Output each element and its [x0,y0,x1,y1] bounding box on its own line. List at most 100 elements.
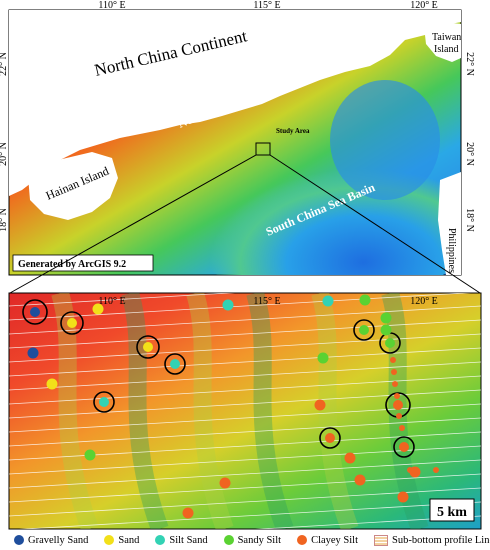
legend-item-gravelly-sand: Gravelly Sand [14,535,88,546]
sample-dot [170,359,180,369]
taiwan-label-2: Island [434,44,458,55]
seabed-ridge [311,293,359,529]
sample-dot-clayey-silt-trail [391,369,397,375]
sample-point-clayey-silt [397,491,409,503]
sample-highlight-ring [353,319,375,341]
sample-point-sandy-silt [380,324,392,336]
profile-line [9,473,481,503]
legend-swatch [374,534,389,546]
sample-dot [99,397,109,407]
sample-dot [143,342,153,352]
study-area-label: Study Area [276,127,310,135]
tick-110e: 110° E [98,0,125,11]
legend-swatch [223,535,234,545]
profile-line [9,319,481,349]
sample-point-silt-sand [222,299,234,311]
sample-dot [380,324,392,336]
credit-label: Generated by ArcGIS 9.2 [18,259,126,270]
legend-label: Clayey Silt [311,534,359,546]
sample-point-silt-sand [322,295,334,307]
overview-ticks: 110° E 115° E 120° E 22° N 20° N 18° N 2… [0,0,475,232]
legend-swatch [14,535,24,545]
detail-tick-115e: 115° E [253,296,280,307]
sample-highlight-ring [60,311,84,335]
sample-point-silt-sand [93,391,115,413]
sample-point-sandy-silt [317,352,329,364]
sample-dot-clayey-silt-trail [433,467,439,473]
overview-map: 110° E 115° E 120° E 22° N 20° N 18° N 2… [0,0,475,276]
sample-dot [359,325,369,335]
sub-bottom-profile-lines [9,293,481,529]
sample-dot [222,299,234,311]
sample-highlight-ring [22,299,48,325]
study-area-box [255,142,271,156]
sample-dot-clayey-silt-trail [392,381,398,387]
sample-dot [397,491,409,503]
sample-dot-clayey-silt-trail [396,413,402,419]
sample-point-silt-sand [164,353,186,375]
seabed-ridge [186,293,234,529]
sample-dot [219,477,231,489]
sample-point-clayey-silt [319,427,341,449]
sample-point-clayey-silt [219,477,231,489]
sample-point-clayey-silt [314,399,326,411]
legend-item-profile-lines: Sub-bottom profile Lines [374,534,490,546]
detail-tick-110e: 110° E [98,296,125,307]
sample-dot [325,433,335,443]
legend-label: Sand [118,534,140,546]
tick-120e: 120° E [410,0,438,11]
legend-label: Gravelly Sand [28,534,89,546]
sample-dot-clayey-silt-trail [399,425,405,431]
legend-swatch [155,535,166,545]
detail-tick-120e: 120° E [410,296,438,307]
sample-highlight-ring [319,427,341,449]
tick-right-22n: 22° N [464,52,475,76]
scale-bar-box [429,498,475,522]
legend-item-silt-sand: Silt Sand [155,535,208,546]
sample-dot [322,295,334,307]
seabed-ridge [246,293,294,529]
seabed-ridges [51,293,429,529]
sample-dot [393,400,403,410]
sample-point-sandy-silt [380,312,392,324]
sample-point-gravelly-sand [27,347,39,359]
sample-dot [27,347,39,359]
sample-highlight-ring [393,436,415,458]
sample-dot [84,449,96,461]
zoom-line-left [9,154,257,294]
sample-point-clayey-silt [182,507,194,519]
sample-dot [354,474,366,486]
sample-dot [344,452,356,464]
sample-dot [182,507,194,519]
profile-line [9,361,481,391]
sample-dot [67,318,77,328]
sample-point-sand [60,311,84,335]
sample-dot [380,312,392,324]
north-china-landmass [9,10,461,196]
tick-right-20n: 20° N [464,142,475,166]
sample-dot [314,399,326,411]
sample-highlight-ring [93,391,115,413]
sample-dot [46,378,58,390]
profile-line [9,417,481,447]
philippines-landmass [438,172,461,275]
sample-highlight-ring [136,335,160,359]
sample-highlight-ring [164,353,186,375]
profile-line [9,333,481,363]
legend-swatch [104,535,115,545]
taiwan-landmass [424,22,461,62]
tick-left-22n: 22° N [0,52,9,76]
seabed-ridge [51,293,99,529]
legend-item-sand: Sand [104,535,139,546]
profile-line [9,293,471,321]
tick-left-20n: 20° N [0,142,9,166]
sample-dot-clayey-silt-trail [407,467,413,473]
seabed-ridge [121,293,169,529]
scale-bar-label: 5 km [437,505,467,520]
legend: Gravelly Sand Sand Silt Sand Sandy Silt … [14,531,490,549]
legend-item-clayey-silt: Clayey Silt [297,535,358,546]
sample-point-clayey-silt [344,452,356,464]
sample-dot-clayey-silt-trail [394,393,400,399]
sample-dot [399,442,409,452]
